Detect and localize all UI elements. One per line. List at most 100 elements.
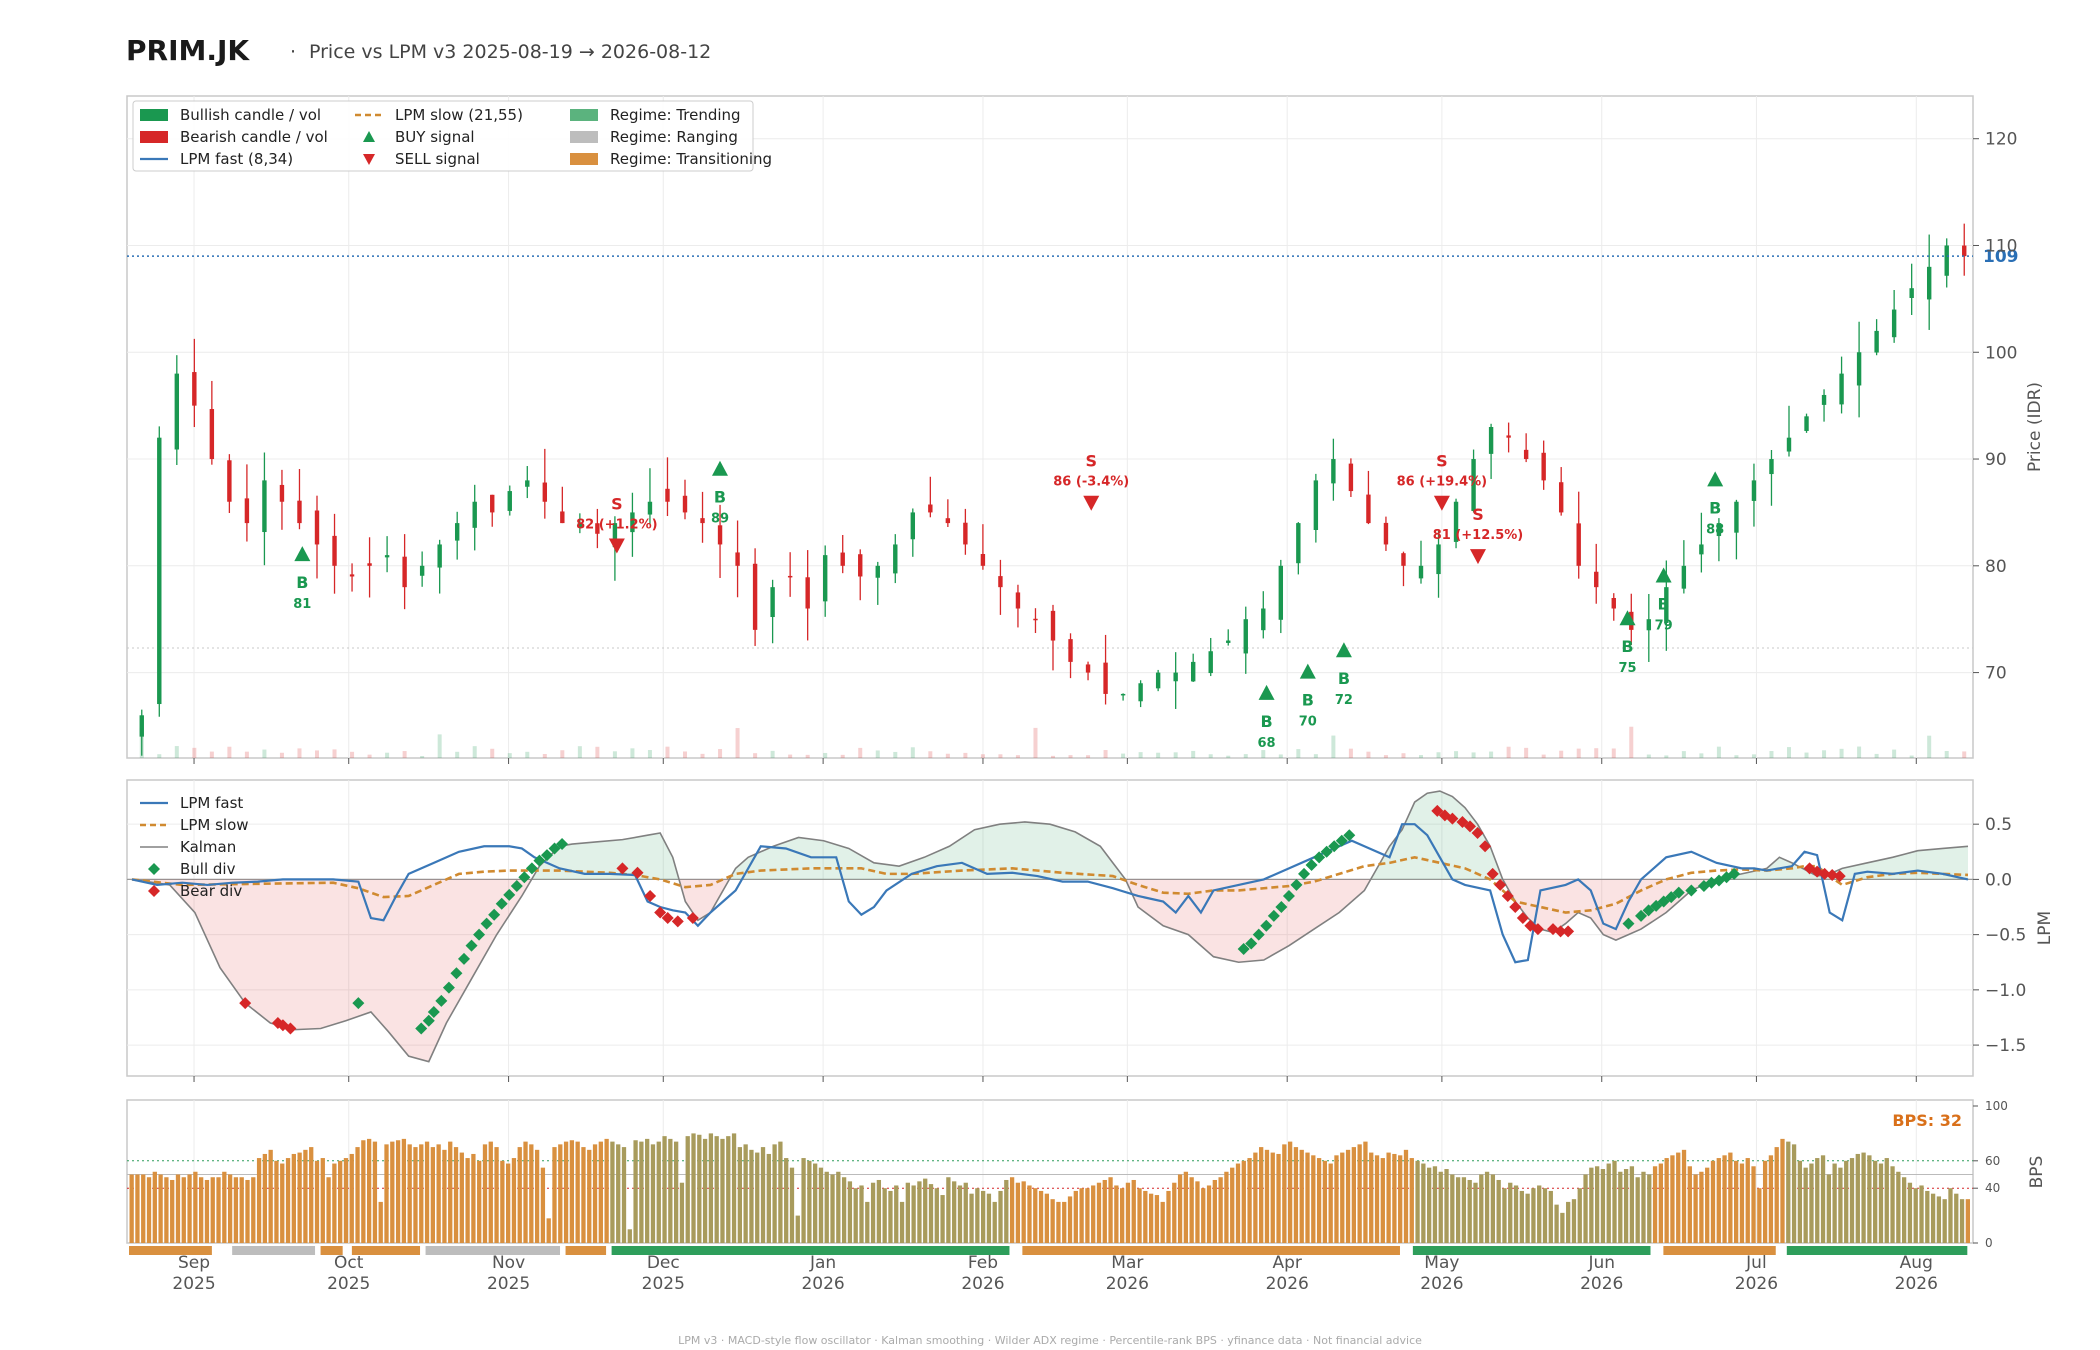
lpm-tick-label: −0.5 <box>1985 926 2026 946</box>
bps-bar <box>1027 1185 1032 1243</box>
candle-body <box>507 491 512 511</box>
bps-bar <box>1641 1171 1646 1243</box>
candle-body <box>454 523 460 541</box>
legend-swatch <box>148 885 160 897</box>
volume-bar <box>1051 755 1055 758</box>
bps-bar <box>1363 1141 1368 1243</box>
candle-body <box>858 554 863 577</box>
month-label: Oct <box>334 1253 364 1273</box>
bps-bar <box>1780 1138 1785 1243</box>
buy-signal-marker <box>1655 567 1672 583</box>
bps-bar <box>1224 1171 1229 1243</box>
bps-bar <box>1316 1158 1322 1243</box>
bull-div-marker <box>1237 942 1250 955</box>
bps-bar <box>1004 1179 1009 1243</box>
bull-div-marker <box>488 908 501 921</box>
price-tick-label: 100 <box>1985 343 2017 363</box>
bps-bar <box>691 1133 696 1243</box>
last-price-label: 109 <box>1983 247 2019 267</box>
lpm-tick-label: 0.0 <box>1985 870 2012 890</box>
candle-body <box>1331 459 1336 484</box>
year-label: 2026 <box>1106 1274 1149 1294</box>
bps-bar <box>268 1149 273 1243</box>
volume-bar <box>1716 746 1721 758</box>
volume-bar <box>542 753 547 758</box>
volume-bar <box>315 750 319 758</box>
year-label: 2026 <box>1266 1274 1309 1294</box>
buy-signal-marker <box>1335 642 1352 658</box>
legend-swatch <box>140 109 168 121</box>
bps-bar <box>517 1147 522 1243</box>
bull-div-marker <box>442 981 455 994</box>
bps-bar <box>1033 1188 1038 1243</box>
candle-body <box>227 460 232 502</box>
bps-bar <box>1826 1174 1831 1243</box>
bps-bar <box>1021 1181 1026 1243</box>
candle-body <box>1313 480 1319 530</box>
buy-signal-label: 70 <box>1299 715 1317 730</box>
volume-bar <box>455 751 460 758</box>
bps-bar <box>569 1140 575 1243</box>
legend-label: Regime: Ranging <box>610 128 738 146</box>
volume-bar <box>1576 748 1581 758</box>
candle-body <box>1681 565 1687 589</box>
bull-div-marker <box>450 967 463 980</box>
bps-bar <box>245 1179 250 1243</box>
volume-bar <box>1506 746 1511 758</box>
bps-bar <box>894 1185 899 1243</box>
bps-bar <box>529 1144 534 1243</box>
legend-label: Bullish candle / vol <box>180 106 321 124</box>
candle-body <box>577 523 583 528</box>
bull-div-marker <box>533 854 546 867</box>
bull-div-marker <box>540 849 553 862</box>
bull-div-marker <box>1313 851 1326 864</box>
lpm-tick-label: −1.0 <box>1985 981 2026 1001</box>
volume-bar <box>630 748 635 758</box>
candle-body <box>490 494 495 513</box>
bps-bar <box>1820 1155 1826 1243</box>
volume-bar <box>525 751 530 758</box>
bps-bar <box>1658 1163 1663 1243</box>
volume-bar <box>139 727 144 758</box>
bps-bar <box>1490 1174 1496 1243</box>
bear-div-marker <box>1486 867 1499 880</box>
volume-bar <box>437 734 442 758</box>
candle-body <box>770 587 775 618</box>
bps-bar <box>1421 1163 1426 1243</box>
bps-bar <box>1079 1188 1084 1243</box>
candle-body <box>1909 288 1914 298</box>
bps-bar <box>760 1147 766 1243</box>
bps-bar <box>627 1229 632 1243</box>
lpm-legend: LPM fast LPM slow Kalman Bull div Bear div <box>140 794 249 900</box>
bear-div-marker <box>686 912 699 925</box>
candle-body <box>1786 437 1792 452</box>
volume-bar <box>1524 747 1529 758</box>
bps-bar <box>459 1152 464 1243</box>
legend-swatch <box>570 131 598 143</box>
bps-bar <box>187 1174 192 1243</box>
volume-bar <box>1734 755 1739 758</box>
buy-signal-letter: B <box>1709 498 1721 517</box>
volume-bar <box>1401 753 1406 758</box>
bps-bar <box>859 1185 864 1243</box>
bps-bar <box>957 1185 963 1243</box>
bps-bar <box>216 1177 221 1243</box>
bps-bar <box>1201 1188 1206 1243</box>
bull-div-marker <box>1282 889 1295 902</box>
bps-bar <box>726 1136 731 1243</box>
volume-bar <box>1559 750 1564 758</box>
year-label: 2025 <box>172 1274 215 1294</box>
volume-bar <box>770 750 775 758</box>
legend-label: LPM slow <box>180 816 249 834</box>
bps-bar <box>1450 1174 1455 1243</box>
bull-div-marker <box>427 1005 440 1018</box>
buy-signal-marker <box>294 546 311 562</box>
separator-dot: · <box>290 41 296 63</box>
bps-bar <box>853 1188 858 1243</box>
bps-latest-label: BPS: 32 <box>1892 1111 1962 1130</box>
bps-bar <box>1734 1160 1739 1243</box>
bps-bar <box>1473 1182 1478 1243</box>
bps-bar <box>1844 1160 1849 1243</box>
bps-bar <box>1890 1166 1895 1243</box>
bps-bar <box>1855 1153 1860 1243</box>
